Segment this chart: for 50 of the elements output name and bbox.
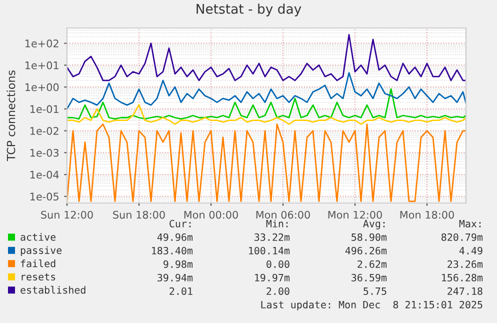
- text: 156.28m: [442, 274, 483, 282]
- y-tick-label: 1e-04: [30, 170, 59, 179]
- text: 58.90m: [352, 233, 387, 241]
- legend-label: resets: [22, 273, 56, 280]
- text: Last update: Mon Dec 8 21:15:01 2025: [261, 300, 482, 310]
- text: 19.97m: [255, 274, 290, 282]
- text: 496.26m: [345, 246, 387, 254]
- text: 100.14m: [249, 246, 290, 254]
- text: Max:: [459, 220, 481, 228]
- text: 39.94m: [158, 274, 193, 282]
- text: 33.22m: [254, 233, 290, 241]
- x-tick-label: Mon 00:00: [184, 210, 238, 219]
- text: 49.96m: [157, 233, 193, 241]
- legend-label: active: [20, 233, 56, 241]
- y-tick-label: 1e-02: [30, 127, 58, 135]
- x-tick-label: Mon 12:00: [328, 210, 382, 219]
- y-tick-label: 1e+01: [25, 61, 58, 70]
- text: 9.98m: [164, 260, 193, 268]
- text: Min:: [266, 220, 288, 228]
- legend-label: passive: [20, 246, 62, 256]
- legend-label: established: [20, 286, 86, 294]
- text: 23.26m: [448, 260, 483, 268]
- line-series: [67, 34, 466, 82]
- x-tick-label: Sun 12:00: [41, 210, 93, 219]
- y-tick-label: 1e-01: [30, 105, 58, 114]
- y-tick-label: 1e+00: [25, 83, 59, 92]
- y-tick-label: 1e-05: [30, 192, 58, 201]
- line-series: [67, 72, 466, 110]
- line-series: [67, 88, 466, 120]
- text: 820.79m: [441, 233, 483, 241]
- text: 247.18: [448, 287, 482, 295]
- y-tick-label: 1e+02: [25, 40, 58, 48]
- text: 5.75: [364, 287, 386, 295]
- x-tick-label: Sun 18:00: [113, 210, 165, 219]
- text: 2.01: [170, 287, 192, 295]
- text: 4.49: [459, 246, 482, 254]
- x-tick-label: Mon 06:00: [256, 210, 310, 219]
- text: 2.00: [266, 287, 290, 295]
- text: Avg:: [363, 220, 385, 230]
- chart-title: Netstat - by day: [196, 4, 302, 16]
- line-series: [67, 104, 466, 125]
- y-axis-title: TCP connections: [6, 70, 16, 162]
- text: 183.40m: [152, 246, 193, 254]
- text: 36.59m: [352, 274, 387, 282]
- legend-label: failed: [20, 259, 56, 268]
- y-tick-label: 1e-03: [30, 148, 59, 157]
- text: 2.62m: [358, 260, 387, 268]
- text: 0.00: [266, 260, 290, 268]
- x-tick-label: Mon 18:00: [400, 210, 454, 219]
- text: Cur:: [170, 220, 191, 228]
